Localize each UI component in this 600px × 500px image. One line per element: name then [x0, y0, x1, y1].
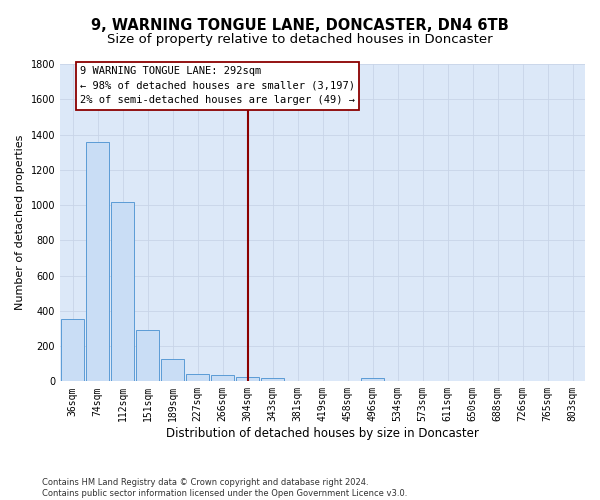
Bar — [136, 330, 159, 382]
Bar — [161, 360, 184, 382]
Bar — [261, 378, 284, 382]
Bar — [236, 377, 259, 382]
Bar — [361, 378, 384, 382]
Text: 9, WARNING TONGUE LANE, DONCASTER, DN4 6TB: 9, WARNING TONGUE LANE, DONCASTER, DN4 6… — [91, 18, 509, 32]
Text: Size of property relative to detached houses in Doncaster: Size of property relative to detached ho… — [107, 32, 493, 46]
Bar — [86, 142, 109, 382]
Bar — [111, 202, 134, 382]
Text: Contains HM Land Registry data © Crown copyright and database right 2024.
Contai: Contains HM Land Registry data © Crown c… — [42, 478, 407, 498]
X-axis label: Distribution of detached houses by size in Doncaster: Distribution of detached houses by size … — [166, 427, 479, 440]
Bar — [61, 318, 84, 382]
Bar — [211, 375, 234, 382]
Y-axis label: Number of detached properties: Number of detached properties — [15, 135, 25, 310]
Bar — [186, 374, 209, 382]
Text: 9 WARNING TONGUE LANE: 292sqm
← 98% of detached houses are smaller (3,197)
2% of: 9 WARNING TONGUE LANE: 292sqm ← 98% of d… — [80, 66, 355, 106]
